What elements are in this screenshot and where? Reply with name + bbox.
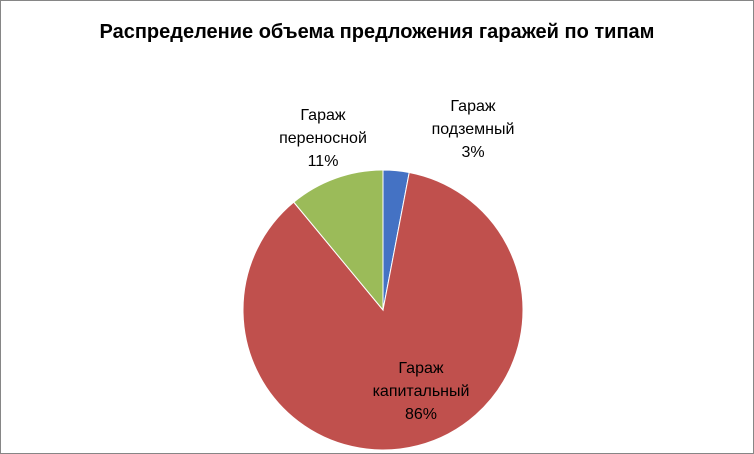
pie-slice bbox=[293, 169, 384, 312]
slice-data-label: Гараж капитальный 86% bbox=[373, 360, 470, 423]
slice-data-label: Гараж подземный 3% bbox=[432, 98, 515, 161]
pie-slice bbox=[242, 171, 524, 451]
slice-labels: Гараж подземный 3% Гараж капитальный 86% Гараж… bbox=[279, 98, 514, 423]
chart-title: Распределение объема предложения гаражей… bbox=[99, 21, 655, 43]
slice-data-label: Гараж переносной 11% bbox=[279, 107, 367, 170]
pie-slices bbox=[242, 169, 524, 451]
